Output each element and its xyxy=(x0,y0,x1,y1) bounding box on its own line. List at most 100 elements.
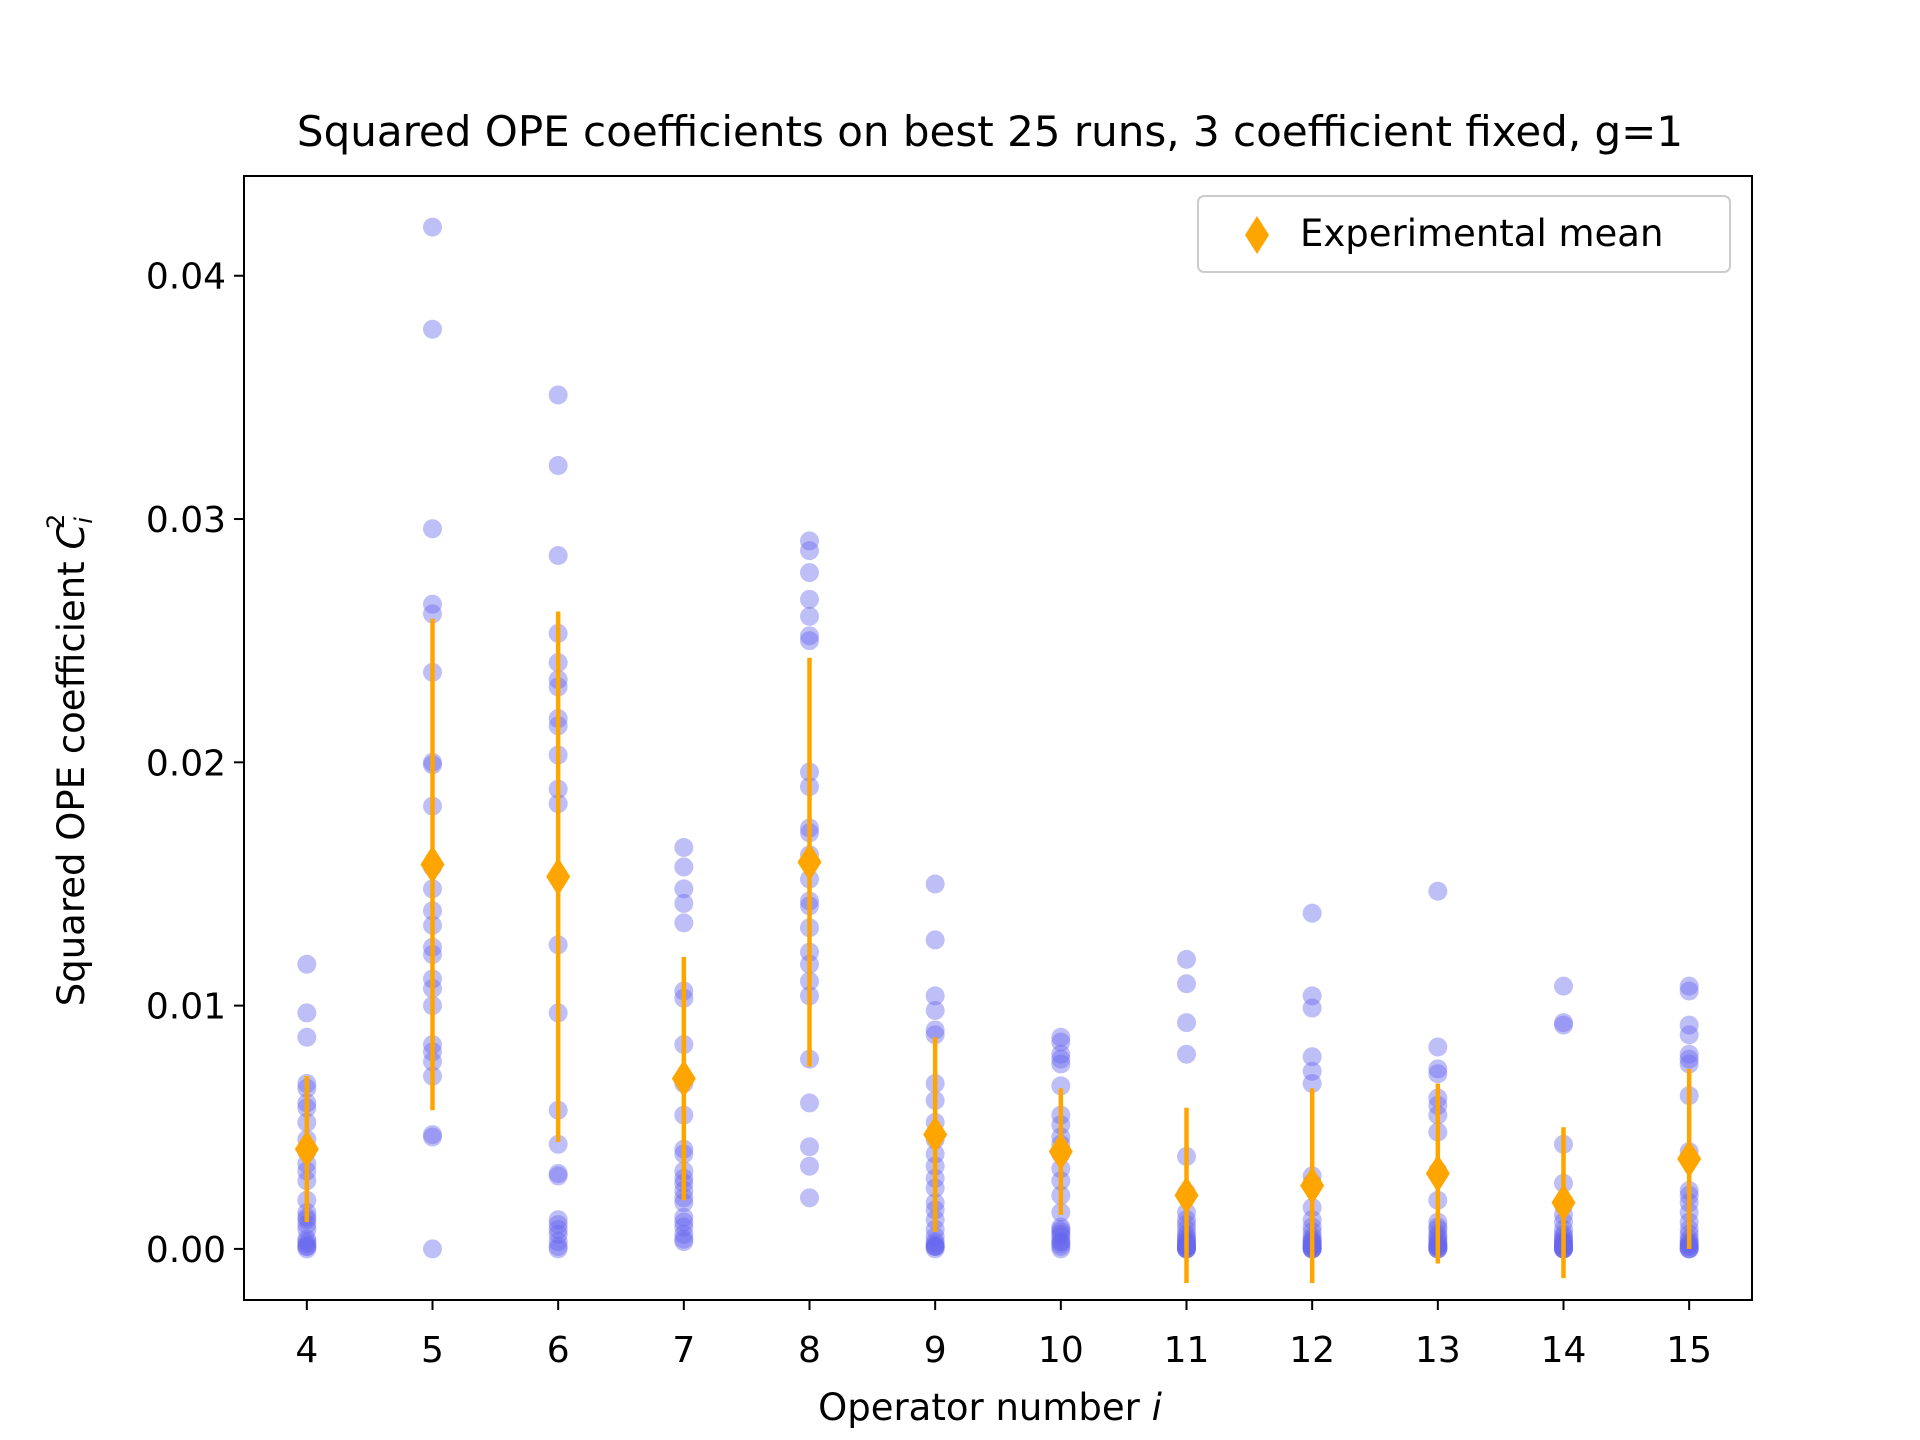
chart-title: Squared OPE coefficients on best 25 runs… xyxy=(297,107,1683,156)
run-point xyxy=(925,1239,945,1259)
run-point xyxy=(1177,1044,1196,1064)
mean-marker xyxy=(1677,1139,1702,1178)
run-point xyxy=(1428,1059,1448,1079)
run-point xyxy=(1554,1013,1573,1033)
run-point xyxy=(800,1156,819,1176)
run-point xyxy=(1554,1015,1573,1035)
run-point xyxy=(925,874,945,894)
run-point xyxy=(548,456,568,476)
run-point xyxy=(1679,1049,1699,1069)
y-axis-ticks: 0.00 0.01 0.02 0.03 0.04 xyxy=(146,257,244,1271)
x-tick-label: 13 xyxy=(1415,1330,1461,1371)
run-point xyxy=(548,1219,568,1239)
run-point xyxy=(925,1236,945,1256)
run-point xyxy=(548,546,568,566)
run-point xyxy=(1051,1227,1071,1247)
run-point xyxy=(297,954,317,974)
run-point xyxy=(925,986,945,1006)
run-point xyxy=(1051,1224,1071,1244)
run-point xyxy=(925,1000,945,1020)
run-point xyxy=(1051,1232,1071,1252)
run-point xyxy=(297,1027,317,1047)
run-point xyxy=(1051,1049,1071,1069)
run-point xyxy=(1679,981,1699,1001)
run-point xyxy=(674,879,694,899)
run-point xyxy=(1302,903,1322,923)
run-point xyxy=(800,631,819,651)
run-point xyxy=(800,531,819,551)
run-point xyxy=(423,319,442,339)
mean-marker xyxy=(546,857,571,896)
x-tick-label: 6 xyxy=(547,1330,570,1371)
run-point xyxy=(674,893,694,913)
x-tick-label: 12 xyxy=(1289,1330,1335,1371)
run-point xyxy=(548,1210,568,1230)
run-point xyxy=(674,1212,694,1232)
run-point xyxy=(674,1193,694,1213)
run-point xyxy=(674,1207,694,1227)
run-point xyxy=(800,1137,819,1157)
legend: Experimental mean xyxy=(1197,195,1731,273)
mean-marker xyxy=(1425,1154,1450,1193)
x-tick-label: 15 xyxy=(1666,1330,1712,1371)
run-point xyxy=(800,541,819,561)
run-point xyxy=(1051,1236,1071,1256)
run-point xyxy=(548,385,568,405)
mean-marker xyxy=(923,1115,948,1154)
run-point xyxy=(1051,1027,1071,1047)
run-point xyxy=(1051,1217,1071,1237)
x-tick-label: 9 xyxy=(924,1330,947,1371)
run-point xyxy=(800,626,819,646)
run-point xyxy=(423,594,442,614)
run-point xyxy=(1679,1044,1699,1064)
y-tick-label: 0.00 xyxy=(146,1230,226,1271)
run-point xyxy=(1428,1064,1448,1084)
run-point xyxy=(297,1239,317,1259)
mean-marker xyxy=(671,1059,696,1098)
run-point xyxy=(548,1215,568,1235)
mean-marker xyxy=(1048,1132,1073,1171)
run-point xyxy=(925,1232,945,1252)
run-point xyxy=(1302,1047,1322,1067)
run-point xyxy=(297,1003,317,1023)
run-point xyxy=(548,1166,568,1186)
run-point xyxy=(1428,1037,1448,1057)
y-axis-label-superscript: 2 xyxy=(42,514,70,529)
x-axis-label: Operator number i xyxy=(818,1386,1163,1429)
run-point xyxy=(1177,974,1196,994)
run-point xyxy=(1302,986,1322,1006)
x-axis-label-variable: i xyxy=(1152,1386,1163,1429)
mean-marker xyxy=(1551,1183,1576,1222)
run-point xyxy=(548,1239,568,1259)
run-point xyxy=(1051,1044,1071,1064)
run-point xyxy=(925,1025,945,1045)
run-point xyxy=(1679,1015,1699,1035)
run-point xyxy=(1554,976,1573,996)
run-point xyxy=(674,837,694,857)
legend-label: Experimental mean xyxy=(1300,212,1663,255)
mean-marker xyxy=(797,843,822,882)
run-point xyxy=(423,519,442,539)
run-point xyxy=(1051,1222,1071,1242)
run-point xyxy=(800,606,819,626)
legend-box xyxy=(1197,195,1731,273)
x-tick-label: 11 xyxy=(1164,1330,1210,1371)
y-tick-label: 0.02 xyxy=(146,743,226,784)
run-point xyxy=(925,1227,945,1247)
x-tick-label: 10 xyxy=(1038,1330,1084,1371)
run-point xyxy=(1051,1032,1071,1052)
run-point xyxy=(1051,1076,1071,1096)
run-point xyxy=(548,1134,568,1154)
run-point xyxy=(423,217,442,237)
run-point xyxy=(1428,881,1448,901)
y-tick-label: 0.01 xyxy=(146,987,226,1028)
run-point xyxy=(297,1234,317,1254)
run-point xyxy=(1177,1013,1196,1033)
run-point xyxy=(548,1236,568,1256)
run-point xyxy=(297,1215,317,1235)
run-point xyxy=(800,1093,819,1113)
run-point xyxy=(423,1125,442,1145)
run-point xyxy=(800,1188,819,1208)
mean-marker xyxy=(1300,1166,1325,1205)
